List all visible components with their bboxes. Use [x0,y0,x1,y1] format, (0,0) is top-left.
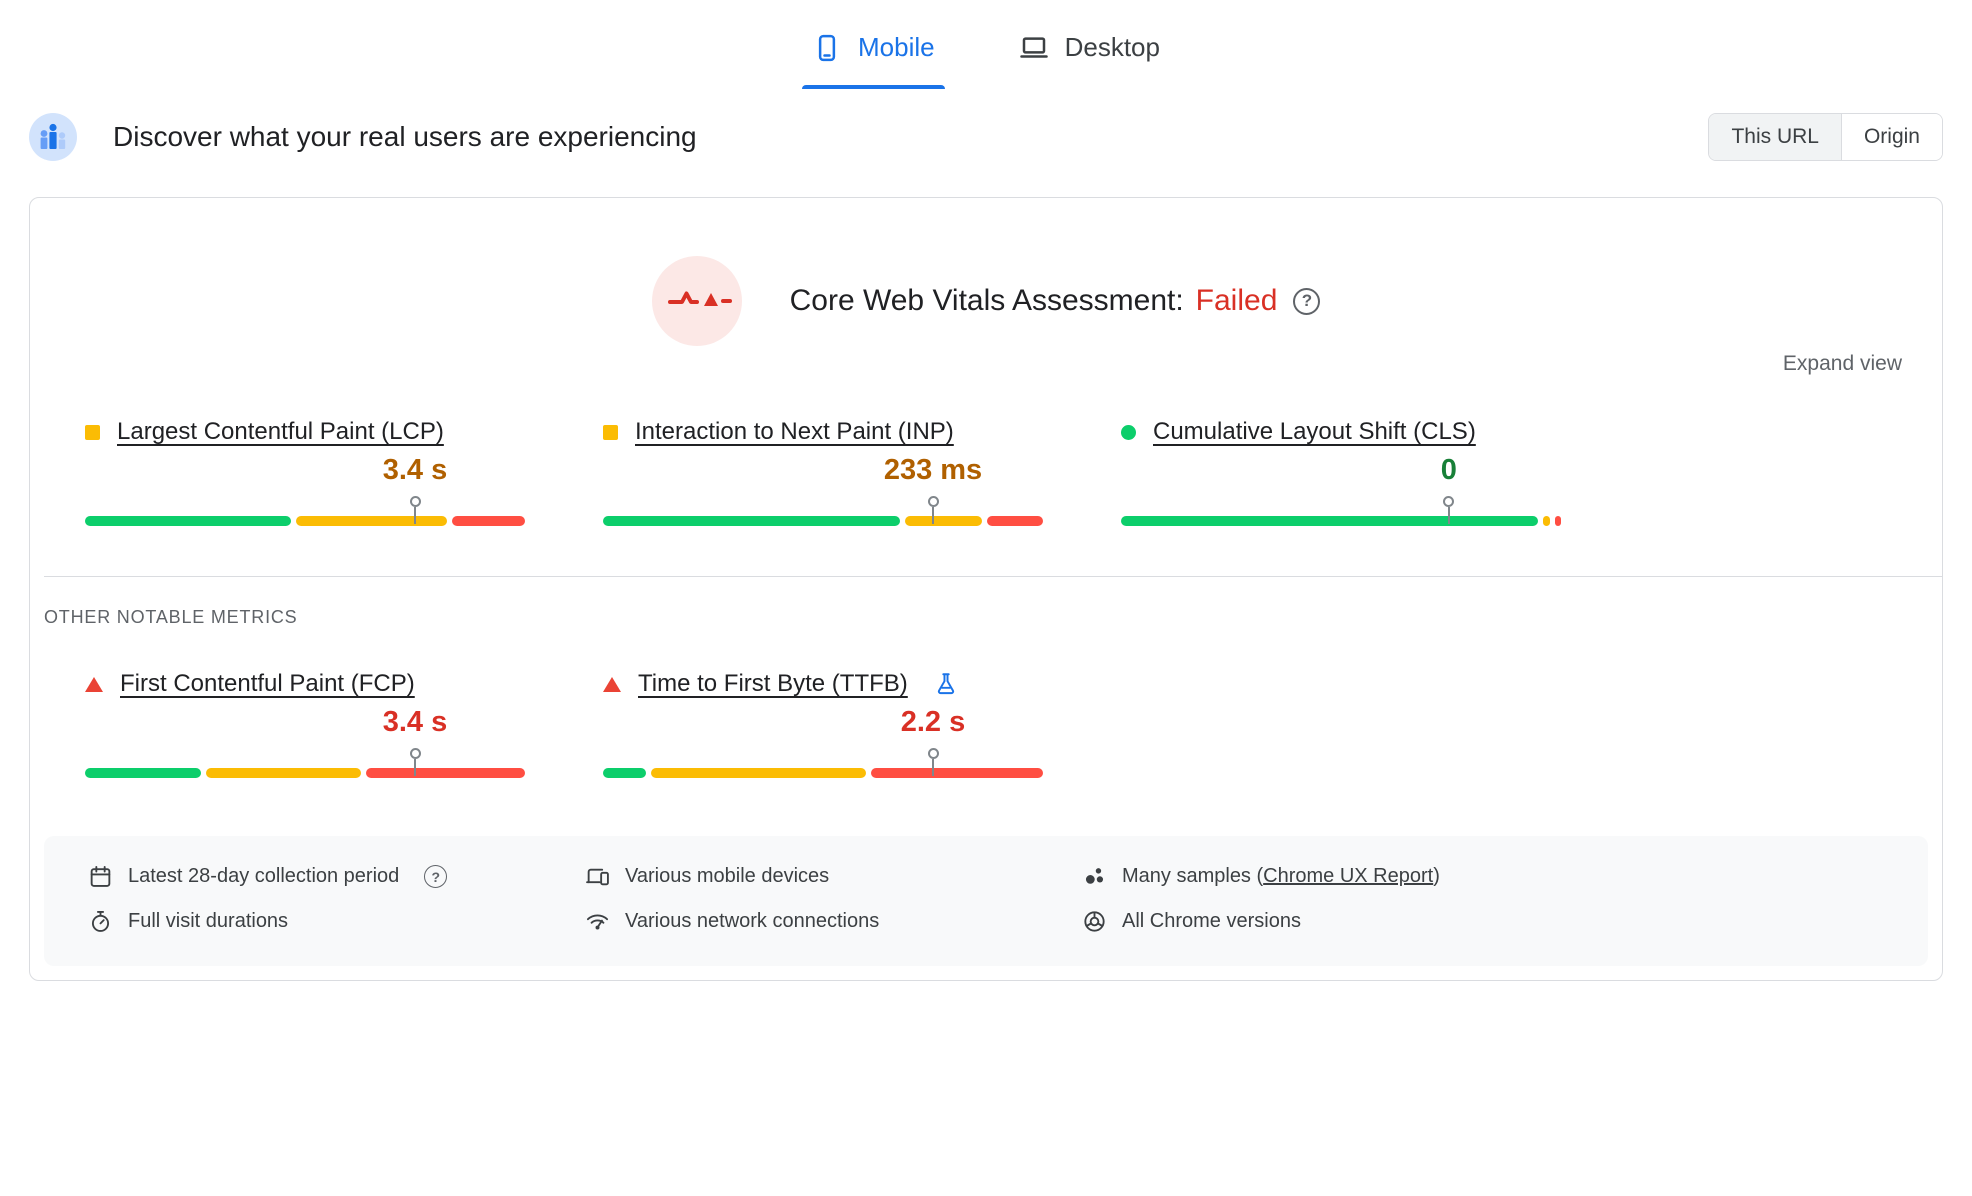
metric-bullet [603,676,621,692]
devices-label: Various mobile devices [625,865,830,887]
metric-link-cls[interactable]: Cumulative Layout Shift (CLS) [1153,418,1476,445]
bar-segment-good [85,516,292,526]
visit-durations-item: Full visit durations [88,909,585,934]
help-icon[interactable]: ? [1293,287,1321,315]
metric-fcp: First Contentful Paint (FCP) 3.4 s [85,670,525,784]
bar-segment-poor [871,768,1043,778]
metric-link-ttfb[interactable]: Time to First Byte (TTFB) [638,670,908,697]
metric-link-inp[interactable]: Interaction to Next Paint (INP) [635,418,954,445]
bar-segment-needs-improvement [206,768,361,778]
experimental-flask-icon[interactable] [933,671,959,697]
assessment-result: Failed [1195,284,1278,317]
metric-bullet [85,424,100,440]
stopwatch-icon [88,909,113,934]
metric-link-fcp[interactable]: First Contentful Paint (FCP) [120,670,415,697]
assessment-label: Core Web Vitals Assessment: [789,284,1184,317]
metric-cls: Cumulative Layout Shift (CLS) 0 [1121,418,1561,532]
samples-label: Many samples (Chrome UX Report) [1122,865,1440,887]
smartphone-icon [812,33,842,63]
form-factor-tabs: Mobile Desktop [0,0,1972,89]
metric-distribution-inp: 233 ms [603,446,1044,532]
distribution-bar [603,748,1043,778]
section-divider [44,576,1942,577]
bar-segment-needs-improvement [296,516,447,526]
bar-segment-poor [987,516,1044,526]
this-url-button[interactable]: This URL [1709,114,1841,160]
bar-segment-good [603,516,900,526]
bar-segment-good [603,768,646,778]
metric-value: 0 [1440,454,1457,486]
bar-segment-needs-improvement [1543,516,1550,526]
samples-icon [1082,864,1107,889]
tab-mobile-label: Mobile [858,32,935,62]
assessment-text: Core Web Vitals Assessment: Failed ? [790,284,1321,318]
distribution-bar [603,496,1044,526]
metric-bullet [603,424,618,440]
other-metrics-row: First Contentful Paint (FCP) 3.4 s Time … [30,628,1942,784]
vitals-pulse-icon [651,256,742,346]
assessment-row: Core Web Vitals Assessment: Failed ? [30,198,1942,346]
network-icon [585,909,610,934]
network-label: Various network connections [625,910,880,932]
metric-distribution-ttfb: 2.2 s [603,698,1043,784]
core-metrics-row: Largest Contentful Paint (LCP) 3.4 s Int… [30,376,1942,532]
help-icon[interactable]: ? [424,865,448,888]
page-title: Discover what your real users are experi… [113,121,697,152]
metric-distribution-lcp: 3.4 s [85,446,525,532]
collection-info-box: Latest 28-day collection period ? Variou… [44,836,1928,966]
metric-value: 3.4 s [382,454,448,486]
other-metrics-heading: OTHER NOTABLE METRICS [44,607,298,627]
metric-lcp: Largest Contentful Paint (LCP) 3.4 s [85,418,525,532]
metric-ttfb: Time to First Byte (TTFB) 2.2 s [603,670,1043,784]
expand-view-link[interactable]: Expand view [1782,352,1902,375]
devices-icon [585,864,610,889]
metric-link-lcp[interactable]: Largest Contentful Paint (LCP) [117,418,444,445]
scope-toggle: This URL Origin [1708,113,1943,161]
devices-item: Various mobile devices [585,864,1082,889]
metric-value: 3.4 s [382,706,448,738]
origin-button[interactable]: Origin [1840,114,1942,160]
field-data-card: Core Web Vitals Assessment: Failed ? Exp… [29,197,1943,981]
network-item: Various network connections [585,909,1082,934]
crux-report-link[interactable]: Chrome UX Report [1263,865,1434,887]
bar-segment-good [85,768,202,778]
distribution-bar [1121,496,1561,526]
field-data-header: Discover what your real users are experi… [0,89,1972,161]
bar-segment-poor [1554,516,1561,526]
crux-users-icon [29,113,77,161]
distribution-bar [85,496,525,526]
collection-period-item: Latest 28-day collection period ? [88,864,585,889]
visit-durations-label: Full visit durations [128,910,289,932]
chrome-versions-item: All Chrome versions [1082,909,1908,934]
laptop-icon [1019,33,1049,63]
bar-segment-needs-improvement [904,516,983,526]
metric-value: 2.2 s [900,706,966,738]
chrome-versions-label: All Chrome versions [1122,910,1301,932]
tab-desktop[interactable]: Desktop [1009,20,1170,89]
calendar-icon [88,864,113,889]
distribution-bar [85,748,525,778]
bar-segment-poor [365,768,525,778]
tab-mobile[interactable]: Mobile [802,20,945,89]
tab-desktop-label: Desktop [1064,32,1160,62]
bar-segment-needs-improvement [651,768,866,778]
chrome-icon [1082,909,1107,934]
bar-segment-good [1121,516,1539,526]
collection-period-label: Latest 28-day collection period [128,865,400,887]
samples-item: Many samples (Chrome UX Report) [1082,864,1908,889]
metric-distribution-cls: 0 [1121,446,1561,532]
metric-inp: Interaction to Next Paint (INP) 233 ms [603,418,1044,532]
metric-value: 233 ms [883,454,983,486]
metric-bullet [1121,424,1136,440]
metric-bullet [85,676,103,692]
bar-segment-poor [451,516,525,526]
metric-distribution-fcp: 3.4 s [85,698,525,784]
